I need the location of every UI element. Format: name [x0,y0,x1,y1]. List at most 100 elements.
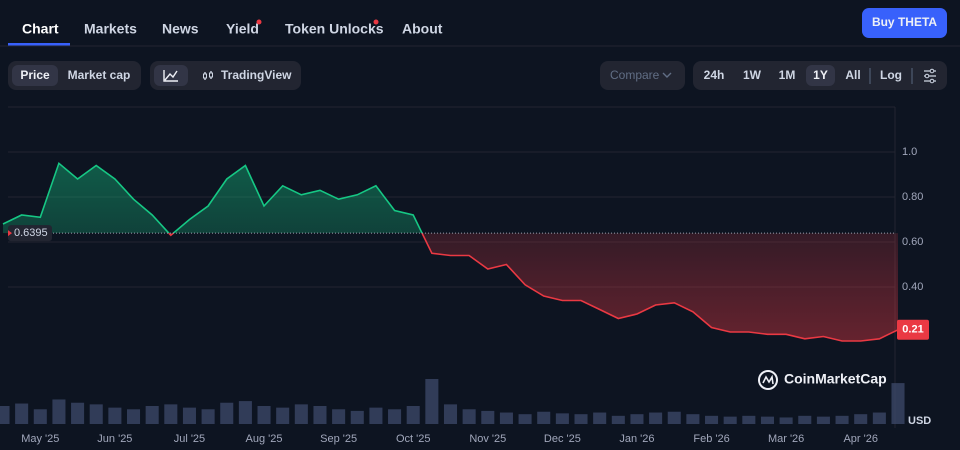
baseline-tag [8,225,52,242]
baseline-label: 0.6395 [14,227,48,239]
y-tick-label: 0.60 [902,236,923,248]
volume-bar [854,414,868,424]
x-tick-label: Mar '26 [768,433,804,445]
volume-bar [201,409,215,424]
volume-bar [332,409,346,424]
volume-bar [555,413,569,424]
volume-bar [369,407,383,424]
volume-bar [71,402,85,424]
volume-bar [33,409,47,424]
price-line-down [167,233,899,342]
x-tick-label: Aug '25 [246,433,283,445]
volume-bar [294,404,308,424]
watermark-logo [758,370,778,390]
tab[interactable]: News [162,21,199,37]
line-icon[interactable] [163,70,178,82]
range-button[interactable]: 1Y [813,68,828,82]
volume-bar [462,409,476,424]
tradingview-button[interactable]: TradingView [221,68,292,82]
volume-bar [406,406,420,424]
volume-bar [276,407,290,424]
x-tick-label: Jan '26 [619,433,654,445]
buy-button[interactable] [862,8,947,38]
x-tick-label: Oct '25 [396,433,431,445]
settings-icon [929,78,935,84]
tab[interactable]: Chart [22,21,59,37]
tool-group [150,61,301,90]
volume-bar [443,404,458,424]
volume-bar [518,414,532,424]
volume-bar [425,379,439,424]
toggle-market-cap[interactable]: Market cap [68,68,131,82]
currency-label: USD [908,415,931,427]
baseline-marker [8,230,12,237]
range-button[interactable]: All [845,68,860,82]
log-button[interactable]: Log [880,68,902,82]
volume-bar [891,383,905,424]
tab[interactable]: Yield [226,21,259,37]
x-tick-label: Jun '25 [97,433,132,445]
x-tick-label: Feb '26 [693,433,729,445]
volume-bar [705,415,719,424]
price-line-up [2,161,423,234]
y-tick-label: 1.0 [902,146,917,158]
x-tick-label: Jul '25 [174,433,205,445]
price-tag-label: 0.21 [902,324,923,336]
volume-bar [182,407,196,424]
volume-bar [611,415,625,424]
tab[interactable]: About [402,21,443,37]
watermark-logo [762,374,774,385]
x-tick-label: Sep '25 [320,433,357,445]
volume-bar [220,402,234,424]
volume-bar [835,415,849,424]
volume-bar [630,414,644,424]
active-pill [12,65,58,86]
volume-bar [52,399,66,424]
y-tick-label: 0.40 [902,281,923,293]
notification-dot [256,19,262,25]
volume-bar [667,411,681,424]
compare-label[interactable]: Compare [610,68,660,82]
range-button[interactable]: 1W [743,68,762,82]
volume-bar [126,409,141,424]
notification-dot [373,19,379,25]
volume-bar [164,404,178,424]
compare-dropdown[interactable] [600,61,685,90]
volume-bar [537,411,551,424]
dropdown-arrow [662,72,672,78]
candle-icon [209,72,213,78]
volume-bar [89,404,103,424]
volume-bar [798,415,812,424]
volume-bar [0,406,10,424]
range-button[interactable]: 1M [779,68,796,82]
volume-bar [872,412,886,424]
volume-bar [145,406,159,424]
price-tag [897,319,929,340]
x-tick-label: May '25 [21,433,59,445]
y-tick-label: 0.80 [902,191,923,203]
volume-bar [15,403,29,424]
volume-bar [816,416,830,424]
volume-bar [499,412,513,424]
toggle-price[interactable]: Price [20,68,50,82]
volume-bar [350,410,364,424]
x-tick-label: Nov '25 [469,433,506,445]
tab[interactable]: Markets [84,21,137,37]
volume-bar [593,412,607,424]
volume-bar [481,410,495,424]
volume-bar [574,414,588,424]
buy-button-label[interactable]: Buy THETA [872,15,937,29]
volume-bar [742,415,756,424]
settings-icon [929,68,935,74]
range-button[interactable]: 24h [704,68,725,82]
area-up [3,163,423,234]
plot: 0.40 0.60 0.80 1.0 May '25 Jun '25 Jul '25 Aug … [0,146,929,445]
volume-bar [779,417,793,424]
volume-bar [313,406,327,424]
tab[interactable]: Token Unlocks [285,21,384,37]
volume-bar [649,412,663,424]
x-tick-label: Dec '25 [544,433,581,445]
volume-bar [723,416,737,424]
